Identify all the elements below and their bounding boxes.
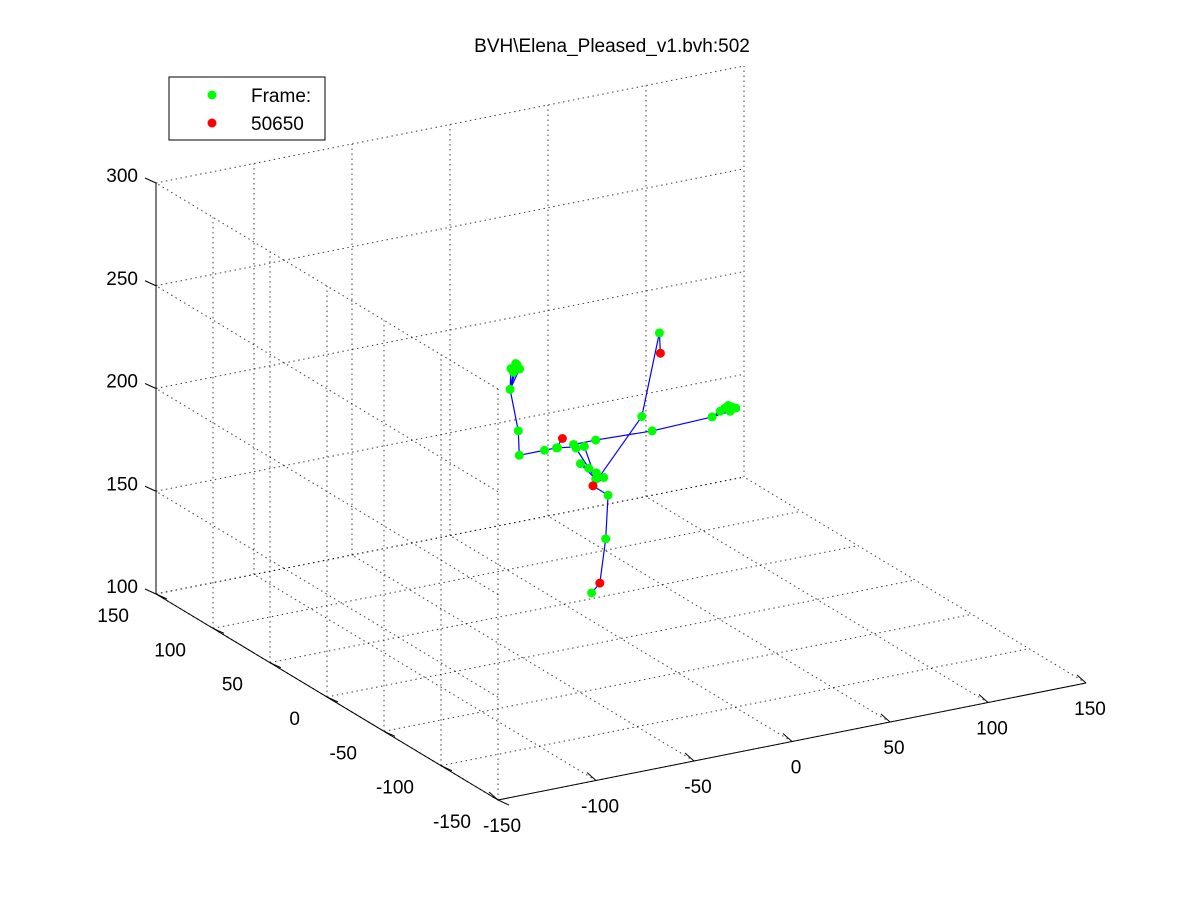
- z-tick-label: 100: [106, 577, 138, 598]
- joint-point: [575, 459, 585, 469]
- joint-point: [579, 441, 589, 451]
- x-tick-label: -50: [684, 777, 711, 798]
- y-tick-label: -50: [330, 743, 357, 764]
- y-tick-label: 100: [154, 640, 186, 661]
- chart-title: BVH\Elena_Pleased_v1.bvh:502: [474, 36, 750, 57]
- z-tick-mark: [144, 383, 157, 389]
- z-tick-mark: [144, 485, 157, 492]
- z-tick-label: 300: [106, 166, 138, 187]
- z-tick-label: 150: [106, 474, 138, 495]
- joint-point: [601, 534, 611, 544]
- joint-point: [654, 328, 664, 338]
- joint-point: [637, 412, 647, 422]
- joint-point: [603, 490, 613, 500]
- end-site-point: [595, 578, 605, 588]
- end-site-point: [655, 348, 665, 358]
- y-tick-mark: [155, 593, 168, 600]
- x-tick-label: 150: [1074, 699, 1106, 720]
- x-tick-label: 100: [976, 719, 1008, 740]
- z-tick-label: 250: [106, 269, 138, 290]
- x-tick-mark: [782, 733, 793, 742]
- legend-marker-frame-number: [207, 118, 217, 128]
- y-tick-mark: [326, 696, 339, 703]
- z-tick-mark: [144, 588, 157, 595]
- z-tick-mark: [144, 177, 157, 184]
- z-tick-mark: [144, 280, 157, 287]
- joint-point: [513, 426, 523, 436]
- end-site-point: [557, 433, 567, 443]
- y-tick-label: 0: [289, 709, 300, 730]
- legend-label-frame-number: 50650: [251, 114, 304, 135]
- joint-point: [540, 445, 550, 455]
- x-tick-label: 50: [883, 738, 904, 759]
- joint-point: [584, 463, 594, 473]
- joint-point: [725, 406, 735, 416]
- joint-point: [587, 588, 597, 598]
- joint-point: [515, 364, 525, 374]
- legend: Frame: 50650: [168, 76, 326, 141]
- end-site-point: [588, 481, 598, 491]
- y-tick-mark: [440, 765, 453, 772]
- y-tick-label: -150: [433, 812, 471, 833]
- joint-point: [514, 450, 524, 460]
- x-tick-label: 0: [791, 758, 802, 779]
- y-tick-mark: [497, 799, 510, 806]
- x-tick-mark: [880, 713, 891, 723]
- y-tick-label: -100: [376, 778, 414, 799]
- legend-marker-frame: [207, 90, 217, 100]
- y-tick-mark: [269, 662, 282, 669]
- joint-point: [569, 439, 579, 449]
- joint-point: [505, 384, 515, 394]
- y-tick-mark: [212, 627, 225, 634]
- skeleton-joints: [505, 328, 741, 598]
- joint-point: [707, 412, 717, 422]
- joint-point: [591, 435, 601, 445]
- legend-label-frame: Frame:: [251, 86, 311, 107]
- x-tick-mark: [684, 752, 695, 762]
- x-tick-label: -150: [483, 816, 521, 837]
- joint-point: [552, 443, 562, 453]
- x-tick-mark: [978, 694, 989, 703]
- y-tick-label: 150: [97, 606, 129, 627]
- legend-box: [168, 76, 326, 141]
- y-tick-label: 50: [222, 675, 243, 696]
- x-tick-mark: [586, 772, 597, 781]
- x-tick-mark: [488, 791, 499, 801]
- joint-point: [647, 426, 657, 436]
- joint-point: [599, 473, 609, 483]
- z-tick-label: 200: [106, 372, 138, 393]
- x-tick-label: -100: [581, 797, 619, 818]
- axis-ticks: -150 -100 -50 0 50 100 150 -150 -100 -50 0 50 100 150…: [97, 166, 1106, 837]
- x-tick-mark: [1076, 674, 1087, 684]
- y-tick-mark: [383, 730, 396, 737]
